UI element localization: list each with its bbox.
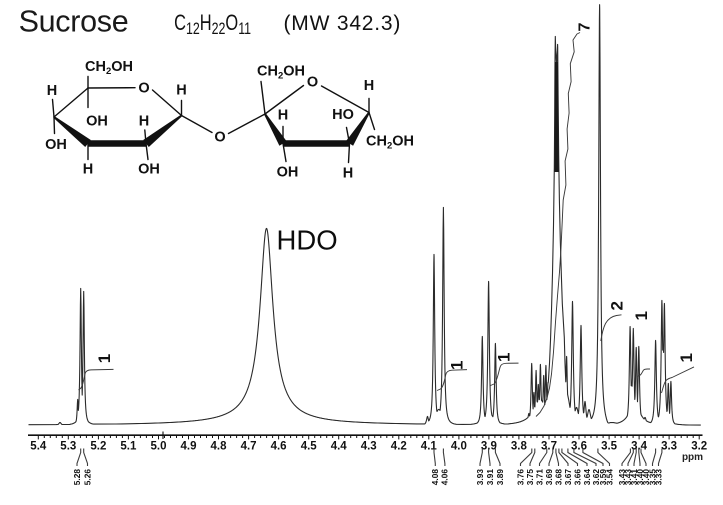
svg-text:H: H	[176, 83, 186, 99]
svg-text:7: 7	[577, 23, 594, 32]
svg-text:4.0: 4.0	[451, 441, 467, 453]
svg-text:3.68: 3.68	[553, 469, 563, 486]
svg-text:3.69: 3.69	[544, 469, 554, 486]
svg-text:5.28: 5.28	[72, 469, 82, 486]
svg-text:1: 1	[95, 354, 114, 363]
svg-text:3.91: 3.91	[485, 469, 495, 486]
svg-text:5.26: 5.26	[82, 469, 92, 486]
svg-text:CH2OH: CH2OH	[257, 64, 305, 82]
svg-text:3.5: 3.5	[601, 441, 618, 453]
svg-text:H: H	[343, 166, 353, 182]
svg-text:3.8: 3.8	[511, 441, 528, 453]
svg-text:1: 1	[494, 353, 513, 362]
svg-text:4.6: 4.6	[271, 441, 287, 453]
svg-text:OH: OH	[277, 165, 299, 181]
svg-text:Sucrose: Sucrose	[19, 5, 129, 39]
svg-text:1: 1	[677, 353, 696, 362]
svg-text:3.66: 3.66	[572, 469, 582, 486]
svg-text:4.5: 4.5	[301, 441, 318, 453]
svg-text:3.40: 3.40	[641, 469, 651, 486]
svg-text:4.06: 4.06	[440, 469, 450, 486]
svg-text:3.71: 3.71	[534, 469, 544, 486]
svg-text:OH: OH	[86, 114, 108, 130]
svg-text:3.40: 3.40	[635, 469, 645, 486]
svg-text:3.67: 3.67	[563, 469, 573, 486]
svg-text:4.2: 4.2	[391, 441, 407, 453]
svg-text:CH2OH: CH2OH	[85, 59, 133, 77]
svg-text:4.9: 4.9	[181, 441, 197, 453]
svg-text:3.93: 3.93	[475, 469, 485, 486]
svg-text:4.08: 4.08	[430, 469, 440, 486]
svg-text:3.7: 3.7	[541, 441, 557, 453]
svg-text:5.1: 5.1	[120, 441, 137, 453]
svg-text:OH: OH	[45, 137, 67, 153]
svg-text:3.2: 3.2	[691, 441, 707, 453]
svg-text:5.0: 5.0	[151, 441, 167, 453]
svg-text:3.3: 3.3	[661, 441, 677, 453]
svg-text:3.64: 3.64	[582, 469, 592, 486]
svg-text:1: 1	[632, 311, 651, 320]
svg-text:3.33: 3.33	[653, 469, 663, 486]
svg-text:3.9: 3.9	[481, 441, 497, 453]
svg-text:4.4: 4.4	[331, 441, 348, 453]
svg-text:3.54: 3.54	[604, 469, 614, 486]
svg-text:CH2OH: CH2OH	[366, 134, 414, 152]
svg-text:4.8: 4.8	[211, 441, 228, 453]
svg-text:H: H	[278, 108, 288, 124]
svg-text:3.62: 3.62	[591, 469, 601, 486]
svg-text:3.41: 3.41	[629, 469, 639, 486]
svg-text:5.2: 5.2	[90, 441, 106, 453]
svg-text:HO: HO	[332, 107, 354, 123]
svg-text:4.7: 4.7	[241, 441, 257, 453]
svg-text:2: 2	[607, 301, 626, 310]
svg-text:OH: OH	[138, 162, 160, 178]
svg-text:O: O	[214, 130, 225, 146]
svg-text:4.3: 4.3	[361, 441, 377, 453]
svg-text:H: H	[139, 114, 149, 130]
svg-text:1: 1	[447, 361, 466, 370]
svg-text:HDO: HDO	[277, 225, 338, 256]
svg-text:O: O	[138, 81, 149, 97]
svg-text:3.43: 3.43	[623, 469, 633, 486]
svg-text:O: O	[307, 75, 318, 91]
svg-text:3.43: 3.43	[617, 469, 627, 486]
svg-text:H: H	[83, 162, 93, 178]
svg-text:3.89: 3.89	[495, 469, 505, 486]
svg-text:3.35: 3.35	[647, 469, 657, 486]
svg-text:5.3: 5.3	[60, 441, 76, 453]
svg-text:H: H	[47, 83, 57, 99]
svg-text:3.76: 3.76	[515, 469, 525, 486]
svg-text:3.75: 3.75	[525, 469, 535, 486]
svg-text:5.4: 5.4	[30, 441, 47, 453]
svg-text:4.1: 4.1	[421, 441, 438, 453]
svg-text:ppm: ppm	[682, 452, 703, 463]
svg-text:(MW 342.3): (MW 342.3)	[284, 12, 402, 35]
svg-text:H: H	[364, 78, 374, 94]
svg-text:3.59: 3.59	[598, 469, 608, 486]
svg-text:3.4: 3.4	[631, 441, 648, 453]
